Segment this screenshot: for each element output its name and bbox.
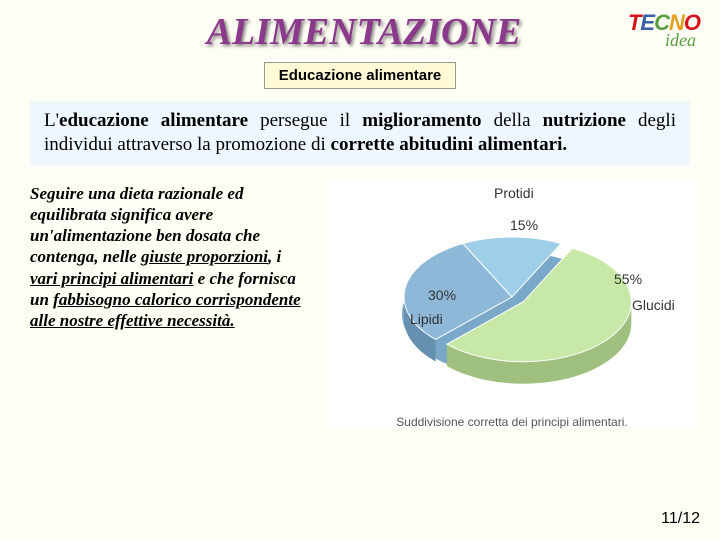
pie-label-lipidi: Lipidi — [410, 311, 443, 327]
pie-label-protidi: Protidi — [494, 185, 534, 201]
pie-chart: 15% Protidi 55% Glucidi 30% Lipidi Suddi… — [328, 179, 696, 429]
p2a: , i — [268, 247, 281, 266]
pie-percent-protidi: 15% — [510, 217, 538, 233]
pie-percent-lipidi: 30% — [428, 287, 456, 303]
intro-text: L'educazione alimentare persegue il migl… — [30, 101, 690, 165]
pie-label-glucidi: Glucidi — [632, 297, 675, 313]
pie-svg — [332, 179, 692, 409]
p2b: vari principi alimentari — [30, 269, 193, 288]
subtitle: Educazione alimentare — [264, 62, 457, 89]
chart-caption: Suddivisione corretta dei principi alime… — [328, 415, 696, 429]
page-number: 11/12 — [661, 510, 700, 528]
p2d: fabbisogno calorico corrispondente alle … — [30, 290, 301, 330]
page-title: ALIMENTAZIONE — [100, 10, 628, 54]
body-text: Seguire una dieta razionale ed equilibra… — [24, 179, 316, 429]
pie-percent-glucidi: 55% — [614, 271, 642, 287]
p1b: giuste proporzioni — [141, 247, 268, 266]
logo: TECNO idea — [628, 10, 700, 51]
